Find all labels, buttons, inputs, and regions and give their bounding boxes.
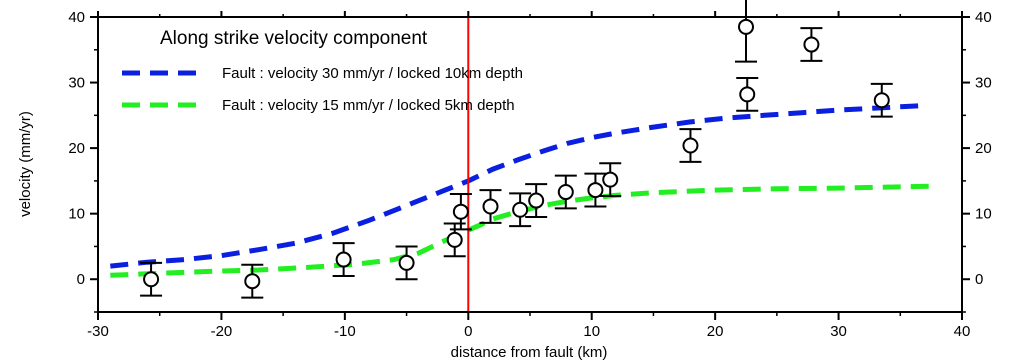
legend-item-1: Fault : velocity 30 mm/yr / locked 10km … (122, 65, 523, 82)
x-tick-label: -20 (211, 323, 233, 340)
y-tick-label-left: 0 (77, 271, 85, 288)
data-marker (587, 182, 604, 199)
data-marker (244, 273, 261, 290)
data-marker (482, 198, 499, 215)
observations-layer (140, 0, 893, 299)
y-tick-label-right: 0 (975, 271, 983, 288)
data-marker (446, 231, 463, 248)
x-tick-label: 40 (954, 323, 971, 340)
y-tick-label-left: 30 (68, 75, 85, 92)
data-marker (452, 203, 469, 220)
data-marker (803, 36, 820, 53)
data-marker (873, 92, 890, 109)
y-tick-label-right: 20 (975, 140, 992, 157)
data-marker (335, 251, 352, 268)
data-marker (602, 171, 619, 188)
observation-point-12 (599, 162, 622, 197)
observation-point-9 (525, 183, 548, 218)
x-tick-label: 0 (464, 323, 472, 340)
observation-point-3 (332, 242, 355, 277)
data-marker (738, 18, 754, 35)
data-marker (682, 137, 699, 154)
y-tick-label-right: 30 (975, 75, 992, 92)
observation-point-14 (735, 0, 757, 63)
observation-point-7 (479, 189, 502, 224)
data-marker (739, 86, 756, 103)
observation-point-4 (395, 245, 418, 281)
series-line-2 (110, 183, 938, 278)
observation-point-6 (449, 193, 472, 231)
y-tick-label-left: 10 (68, 206, 85, 223)
observation-point-13 (679, 128, 702, 163)
y-tick-label-right: 40 (975, 9, 992, 26)
observation-point-10 (554, 174, 577, 210)
data-marker (143, 271, 160, 288)
x-axis-label: distance from fault (km) (451, 344, 608, 361)
x-tick-label: 30 (830, 323, 847, 340)
x-tick-label: -30 (87, 323, 109, 340)
x-tick-label: 20 (707, 323, 724, 340)
x-tick-label: -10 (334, 323, 356, 340)
observation-point-17 (870, 82, 893, 118)
axes: -30 -20 -10 0 10 20 30 40 0 0 10 10 20 20 30 30 40 40 (68, 9, 991, 340)
series-line-1 (110, 103, 926, 269)
legend-item-2: Fault : velocity 15 mm/yr / locked 5km d… (122, 97, 515, 114)
y-tick-label-right: 10 (975, 206, 992, 223)
data-marker (528, 192, 545, 209)
observation-point-15 (736, 76, 759, 112)
y-tick-label-left: 20 (68, 140, 85, 157)
observation-point-1 (140, 261, 163, 297)
plot-area (98, 17, 962, 312)
series-layer (110, 103, 938, 278)
legend-title: Along strike velocity component (160, 28, 428, 49)
observation-point-8 (509, 192, 532, 228)
data-marker (398, 254, 415, 271)
observation-point-2 (241, 263, 264, 299)
observation-point-16 (800, 27, 823, 62)
data-marker (557, 184, 574, 201)
y-tick-label-left: 40 (68, 9, 85, 26)
data-marker (512, 201, 529, 218)
legend-label: Fault : velocity 15 mm/yr / locked 5km d… (222, 97, 515, 114)
x-tick-label: 10 (583, 323, 600, 340)
legend: Along strike velocity component Fault : v… (122, 28, 523, 114)
observation-point-11 (584, 172, 607, 208)
legend-label: Fault : velocity 30 mm/yr / locked 10km … (222, 65, 523, 82)
y-axis-label: velocity (mm/yr) (17, 111, 34, 217)
